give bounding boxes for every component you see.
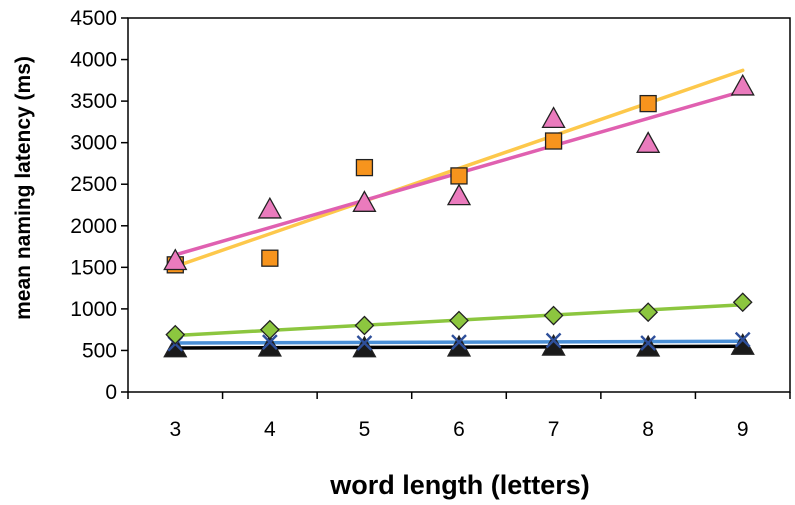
triangle-point: [163, 248, 188, 271]
x-tick-label: 5: [359, 418, 371, 441]
y-tick-label: 2500: [70, 173, 117, 196]
diamond-point: [638, 302, 659, 323]
y-tick-label: 3500: [70, 90, 117, 113]
triangle-point: [352, 190, 377, 212]
cross-point: [545, 332, 562, 349]
trendlines: [173, 68, 745, 350]
cross-point: [640, 335, 656, 351]
diamond-point: [259, 319, 280, 340]
y-tick-label: 1000: [70, 298, 117, 321]
triangle-point: [636, 334, 661, 357]
square-point: [544, 132, 563, 150]
diamond-point: [449, 310, 469, 331]
cross-point: [451, 334, 467, 350]
diamond-point: [543, 305, 564, 326]
diamond-point: [732, 292, 753, 313]
x-tick-label: 3: [169, 418, 181, 441]
triangle-point: [446, 183, 472, 206]
y-tick-label: 2000: [70, 215, 117, 238]
square-point: [450, 167, 468, 185]
y-axis-title: mean naming latency (ms): [12, 56, 35, 320]
x-tick-label: 9: [737, 418, 749, 441]
x-axis-title: word length (letters): [329, 470, 590, 500]
x-tick-label: 4: [264, 418, 276, 441]
y-tick-label: 4000: [70, 49, 117, 72]
x-axis: 3 4 5 6 7 8 9: [127, 392, 791, 441]
cross-point: [734, 331, 751, 348]
triangle-point: [257, 196, 282, 219]
triangle-point: [163, 335, 188, 358]
plot-border: [127, 17, 791, 393]
triangle-point: [636, 131, 661, 153]
plot-area: [127, 17, 791, 393]
square-point: [261, 249, 279, 267]
triangle-point: [730, 333, 755, 355]
y-axis: 0 500 1000 1500 2000 2500 3000 3500 4000 4500: [70, 7, 128, 404]
square-point: [639, 94, 657, 113]
y-tick-label: 500: [82, 339, 117, 362]
diamond-point: [354, 315, 375, 336]
cross-point: [262, 334, 278, 350]
x-tick-label: 8: [642, 418, 654, 441]
cross-point: [356, 335, 373, 351]
y-tick-label: 1500: [70, 256, 117, 279]
x-tick-label: 7: [548, 418, 560, 441]
data-points: [163, 73, 755, 358]
y-tick-label: 3000: [70, 132, 117, 155]
triangle-point: [541, 106, 566, 129]
x-tick-label: 6: [453, 418, 465, 441]
diamond-point: [165, 324, 186, 345]
triangle-point: [730, 73, 755, 96]
y-tick-label: 0: [105, 381, 117, 404]
y-tick-label: 4500: [70, 7, 117, 30]
square-point: [355, 158, 374, 177]
